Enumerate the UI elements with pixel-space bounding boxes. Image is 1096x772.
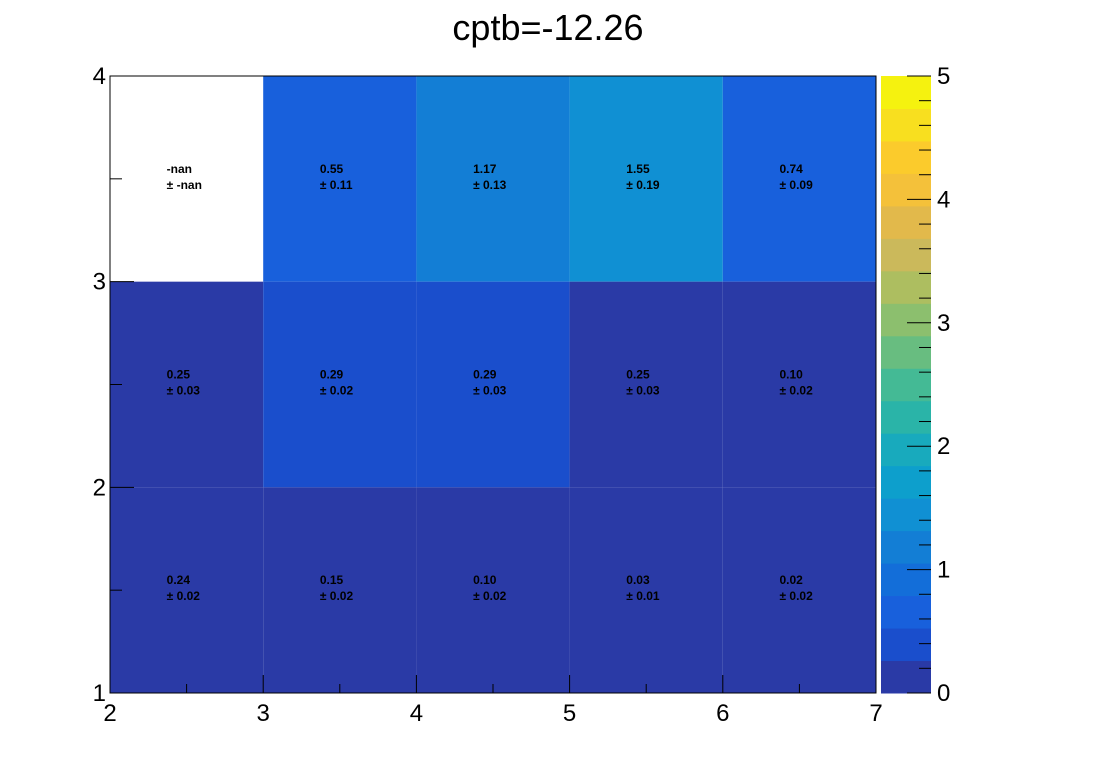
cell-value-label: 0.29 [320, 368, 344, 382]
heatmap-cell [110, 76, 264, 282]
cell-value-label: 0.15 [320, 573, 344, 587]
cell-error-label: ± 0.13 [473, 178, 507, 192]
cell-error-label: ± 0.02 [167, 589, 201, 603]
colorbar-swatch [881, 368, 931, 402]
cell-value-label: 0.24 [167, 573, 191, 587]
y-tick-label: 1 [93, 680, 106, 707]
heatmap-cell [110, 487, 264, 693]
colorbar-tick-label: 4 [937, 186, 950, 213]
colorbar-swatch [881, 498, 931, 532]
colorbar-swatch [881, 238, 931, 272]
y-tick-label: 4 [93, 63, 106, 90]
x-tick-label: 7 [869, 700, 882, 727]
heatmap-cell [416, 281, 570, 488]
cell-value-label: -nan [167, 162, 192, 176]
cell-value-label: 1.55 [626, 162, 650, 176]
heatmap-cells [110, 76, 876, 693]
y-tick-label: 2 [93, 474, 106, 501]
cell-value-label: 0.10 [779, 368, 803, 382]
cell-value-label: 0.03 [626, 573, 650, 587]
cell-error-label: ± 0.02 [320, 384, 354, 398]
colorbar-swatch [881, 563, 931, 597]
x-tick-label: 5 [563, 700, 576, 727]
x-tick-label: 6 [716, 700, 729, 727]
cell-value-label: 0.25 [626, 368, 650, 382]
cell-error-label: ± 0.03 [167, 384, 201, 398]
cell-labels: -nan ± -nan 0.55 ± 0.11 1.17 ± 0.13 1.55 ± 0.19… [167, 162, 813, 603]
heatmap-cell [416, 487, 570, 693]
heatmap-cell [416, 76, 570, 282]
heatmap-cell [110, 281, 264, 488]
colorbar-swatch [881, 628, 931, 662]
cell-error-label: ± 0.19 [626, 178, 660, 192]
heatmap-cell [722, 281, 876, 488]
heatmap-cell [569, 487, 723, 693]
colorbar: 0 1 2 3 4 5 [881, 63, 950, 707]
cell-value-label: 0.55 [320, 162, 344, 176]
cell-value-label: 0.10 [473, 573, 497, 587]
colorbar-swatch [881, 303, 931, 337]
colorbar-swatch [881, 660, 931, 694]
colorbar-swatch [881, 76, 931, 109]
cell-value-label: 0.02 [779, 573, 803, 587]
cell-value-label: 0.25 [167, 368, 191, 382]
heatmap-cell [263, 76, 417, 282]
colorbar-swatch [881, 205, 931, 239]
heatmap-cell [722, 487, 876, 693]
chart-title: cptb=-12.26 [452, 7, 643, 48]
cell-error-label: ± 0.01 [626, 589, 660, 603]
cell-error-label: ± 0.09 [779, 178, 813, 192]
colorbar-swatch [881, 433, 931, 467]
cell-error-label: ± -nan [167, 178, 202, 192]
heatmap-cell [569, 76, 723, 282]
colorbar-tick-label: 0 [937, 680, 950, 707]
y-axis: 1 2 3 4 [93, 63, 134, 707]
colorbar-tick-label: 1 [937, 557, 950, 584]
x-tick-label: 4 [410, 700, 423, 727]
heatmap-cell [263, 487, 417, 693]
x-tick-label: 2 [103, 700, 116, 727]
colorbar-swatch [881, 400, 931, 434]
colorbar-swatch [881, 140, 931, 174]
cell-error-label: ± 0.03 [626, 384, 660, 398]
heatmap-cell [722, 76, 876, 282]
cell-value-label: 0.29 [473, 368, 497, 382]
heatmap-cell [263, 281, 417, 488]
colorbar-tick-label: 2 [937, 433, 950, 460]
cell-value-label: 1.17 [473, 162, 497, 176]
cell-error-label: ± 0.11 [320, 178, 353, 192]
colorbar-swatch [881, 173, 931, 207]
colorbar-swatch [881, 595, 931, 629]
colorbar-swatch [881, 270, 931, 304]
x-axis: 2 3 4 5 6 7 [103, 675, 883, 727]
cell-error-label: ± 0.02 [473, 589, 507, 603]
cell-error-label: ± 0.03 [473, 384, 507, 398]
cell-error-label: ± 0.02 [779, 589, 813, 603]
cell-error-label: ± 0.02 [779, 384, 813, 398]
heatmap-cell [569, 281, 723, 488]
cell-value-label: 0.74 [779, 162, 803, 176]
x-tick-label: 3 [257, 700, 270, 727]
cell-error-label: ± 0.02 [320, 589, 354, 603]
colorbar-swatch [881, 335, 931, 369]
colorbar-tick-label: 5 [937, 63, 950, 90]
y-tick-label: 3 [93, 269, 106, 296]
colorbar-swatch [881, 530, 931, 564]
colorbar-tick-label: 3 [937, 310, 950, 337]
